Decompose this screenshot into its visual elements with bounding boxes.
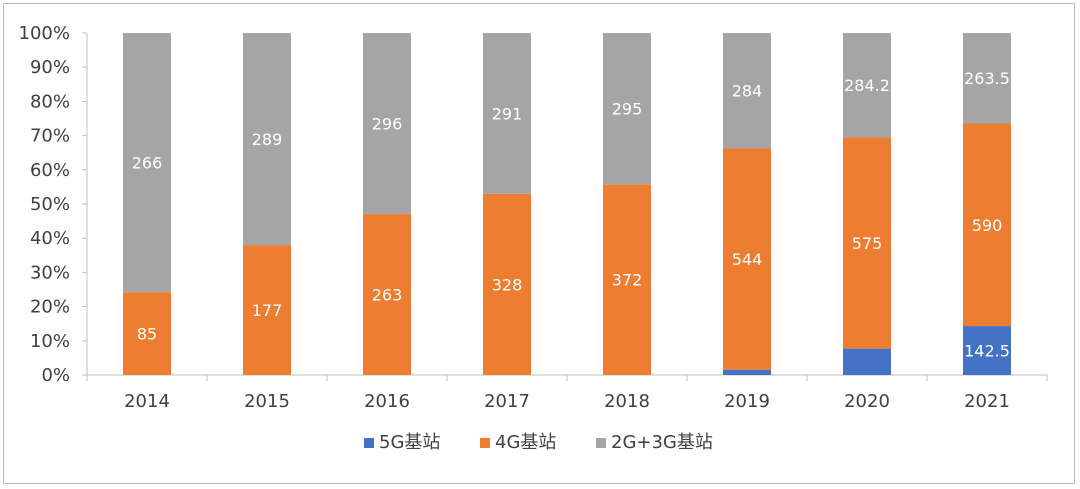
data-label: 266: [132, 154, 163, 173]
data-label: 575: [852, 234, 883, 253]
bar-segment-5G基站-2021: [963, 326, 1011, 375]
y-tick-label: 0%: [41, 365, 70, 386]
data-label: 295: [612, 100, 643, 119]
bar-segment-2G+3G基站-2015: [243, 33, 291, 246]
data-label: 590: [972, 216, 1003, 235]
data-label: 291: [492, 104, 523, 123]
x-tick-label: 2016: [364, 391, 410, 412]
bar-segment-2G+3G基站-2021: [963, 33, 1011, 124]
data-labels: 85 266 177 289 263 296 328 291 372 295 544 284 575 28…: [132, 69, 1010, 360]
data-label: 284: [732, 82, 763, 101]
x-tick-label: 2015: [244, 391, 290, 412]
legend-swatch: [596, 438, 606, 448]
y-tick-label: 80%: [30, 91, 70, 112]
legend-label: 4G基站: [495, 432, 556, 453]
bar-segment-5G基站-2020: [843, 348, 891, 375]
data-label: 328: [492, 275, 523, 294]
y-tick-label: 100%: [19, 23, 70, 44]
data-label: 296: [372, 115, 403, 134]
bar-segment-5G基站-2019: [723, 369, 771, 375]
x-tick-label: 2019: [724, 391, 770, 412]
y-tick-label: 30%: [30, 262, 70, 283]
data-label: 289: [252, 130, 283, 149]
x-tick-label: 2014: [124, 391, 170, 412]
bar-segment-2G+3G基站-2017: [483, 33, 531, 194]
bar-segment-4G基站-2019: [723, 148, 771, 370]
x-tick-label: 2020: [844, 391, 890, 412]
x-tick-label: 2017: [484, 391, 530, 412]
bar-segment-4G基站-2015: [243, 245, 291, 375]
bar-segment-4G基站-2018: [603, 184, 651, 375]
chart-frame: [3, 3, 1075, 484]
y-tick-label: 70%: [30, 126, 70, 147]
y-tick-label: 90%: [30, 57, 70, 78]
data-label: 544: [732, 250, 763, 269]
legend-label: 5G基站: [379, 432, 440, 453]
legend-label: 2G+3G基站: [611, 432, 713, 453]
y-tick-label: 50%: [30, 194, 70, 215]
legend: 5G基站 4G基站 2G+3G基站: [364, 432, 713, 453]
data-label: 263: [372, 286, 403, 305]
y-tick-label: 20%: [30, 297, 70, 318]
data-label: 177: [252, 301, 283, 320]
x-tick-label: 2018: [604, 391, 650, 412]
axes: 0% 10% 20% 30% 40% 50% 60% 70% 80% 90% 100% 2014 201…: [19, 23, 1048, 412]
legend-swatch: [480, 438, 490, 448]
bar-segment-4G基站-2017: [483, 193, 531, 375]
bar-segment-2G+3G基站-2018: [603, 33, 651, 185]
data-label: 142.5: [964, 342, 1010, 361]
bar-segment-2G+3G基站-2020: [843, 33, 891, 138]
bar-segment-2G+3G基站-2016: [363, 33, 411, 215]
y-tick-label: 40%: [30, 228, 70, 249]
y-tick-label: 60%: [30, 160, 70, 181]
data-label: 263.5: [964, 69, 1010, 88]
bar-segment-2G+3G基站-2019: [723, 33, 771, 149]
data-label: 85: [137, 325, 157, 344]
legend-swatch: [364, 438, 374, 448]
x-tick-label: 2021: [964, 391, 1010, 412]
bar-segment-2G+3G基站-2014: [123, 33, 171, 293]
y-tick-label: 10%: [30, 331, 70, 352]
bar-segment-4G基站-2020: [843, 137, 891, 349]
bar-segment-4G基站-2016: [363, 214, 411, 375]
bar-segment-4G基站-2014: [123, 292, 171, 375]
data-label: 284.2: [844, 76, 890, 95]
bars: [123, 33, 1011, 375]
bar-segment-4G基站-2021: [963, 123, 1011, 327]
data-label: 372: [612, 271, 643, 290]
